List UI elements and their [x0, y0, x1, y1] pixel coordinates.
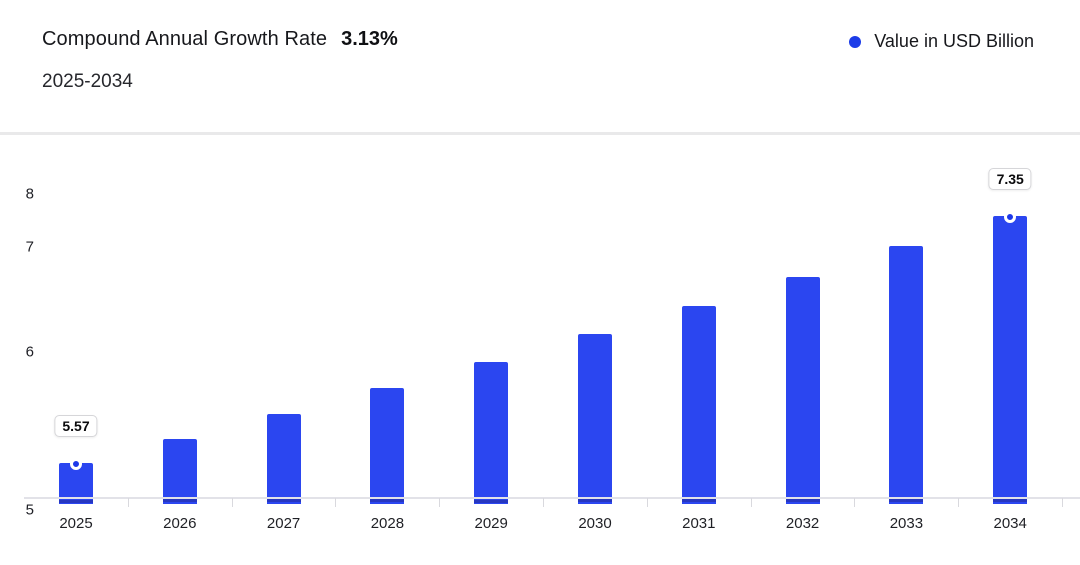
bar-2029[interactable] [474, 361, 509, 504]
bar-2028[interactable] [370, 387, 405, 504]
x-axis-tick [335, 498, 337, 507]
x-axis-label-2033: 2033 [889, 515, 924, 532]
x-axis-label-2027: 2027 [266, 515, 301, 532]
x-axis-label-2028: 2028 [370, 515, 405, 532]
x-axis-tick [127, 498, 129, 507]
bar-base-stripe [578, 499, 612, 503]
y-axis-tick-label: 7 [25, 238, 34, 256]
legend-marker-icon [849, 35, 862, 48]
value-label-2025: 5.57 [54, 415, 98, 437]
bar-2034[interactable] [993, 215, 1028, 504]
chart-title: Compound Annual Growth Rate [42, 28, 328, 50]
bar-base-stripe [370, 499, 405, 503]
bar-2031[interactable] [681, 305, 716, 504]
x-axis-tick [1062, 498, 1063, 507]
data-point-marker[interactable] [70, 457, 82, 470]
bar-2026[interactable] [162, 439, 197, 504]
x-axis-label-2029: 2029 [474, 515, 508, 532]
x-axis-label-2026: 2026 [163, 515, 197, 532]
chart-header: Compound Annual Growth Rate 3.13% [42, 28, 398, 51]
x-axis-tick [854, 498, 856, 507]
x-axis-label-2032: 2032 [785, 515, 820, 532]
x-axis-tick [439, 498, 441, 507]
bar-2030[interactable] [578, 333, 612, 504]
x-axis-label-2025: 2025 [59, 515, 93, 532]
x-axis-label-2031: 2031 [682, 515, 716, 532]
y-axis-tick-label: 5 [25, 501, 34, 519]
chart-subtitle: 2025-2034 [42, 71, 133, 92]
x-axis-line [24, 497, 1080, 499]
y-axis-tick-label: 8 [25, 185, 34, 203]
x-axis-tick [750, 498, 752, 507]
bar-base-stripe [162, 499, 197, 503]
bar-base-stripe [266, 499, 301, 503]
x-axis-label-2034: 2034 [993, 515, 1027, 532]
data-point-marker[interactable] [1004, 210, 1017, 223]
legend-item[interactable]: Value in USD Billion [849, 31, 1034, 52]
x-axis-tick [231, 498, 233, 507]
bar-2033[interactable] [889, 246, 924, 504]
legend-label: Value in USD Billion [874, 31, 1034, 51]
bar-2032[interactable] [785, 276, 820, 504]
x-axis-label-2030: 2030 [578, 515, 612, 532]
cagr-value: 3.13% [341, 28, 398, 50]
x-axis-tick [543, 498, 544, 507]
x-axis-tick [646, 498, 648, 507]
bar-base-stripe [474, 499, 509, 503]
y-axis-tick-label: 6 [25, 343, 34, 361]
bar-base-stripe [993, 499, 1028, 503]
bar-2027[interactable] [266, 414, 301, 504]
bar-base-stripe [59, 499, 93, 503]
header-divider [0, 132, 1080, 135]
x-axis-tick [958, 498, 960, 507]
value-label-2034: 7.35 [988, 167, 1032, 190]
bar-base-stripe [681, 499, 716, 503]
bar-base-stripe [785, 499, 820, 503]
bar-base-stripe [889, 499, 924, 503]
